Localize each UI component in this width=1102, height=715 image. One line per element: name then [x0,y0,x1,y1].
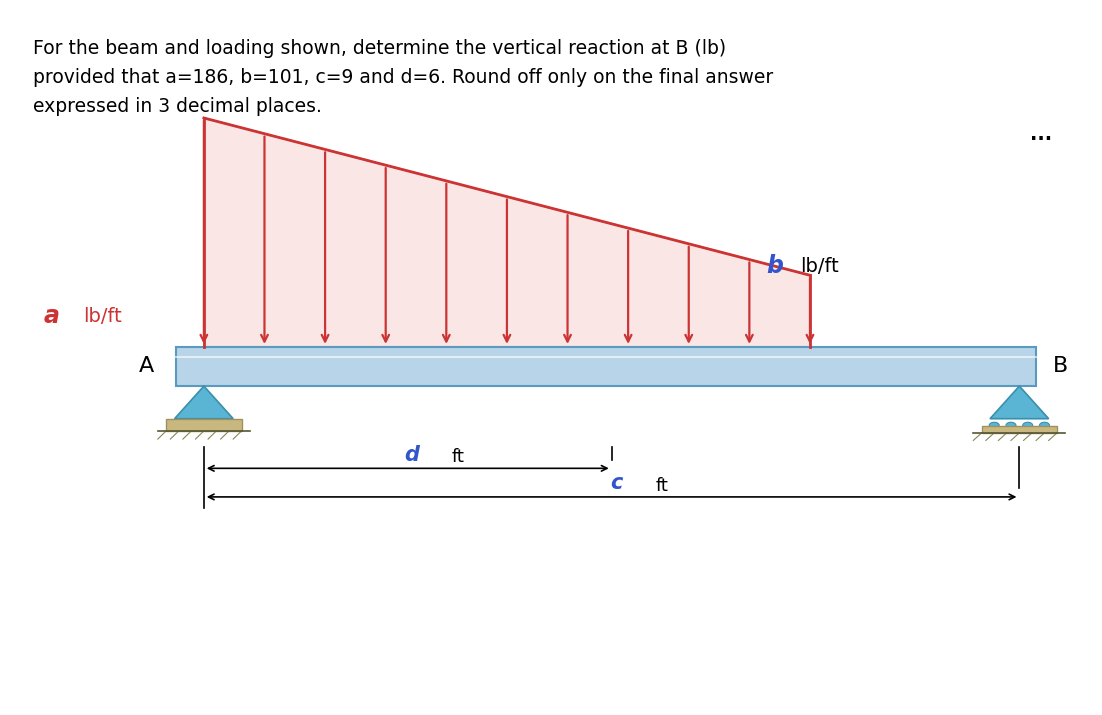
Polygon shape [204,118,810,347]
Circle shape [1039,423,1049,429]
Polygon shape [990,386,1049,419]
Text: ft: ft [656,477,669,495]
FancyBboxPatch shape [176,347,1036,386]
Text: ft: ft [452,448,465,466]
Circle shape [1023,423,1033,429]
Text: d: d [403,445,419,465]
Text: c: c [611,473,623,493]
Text: provided that a=186, b=101, c=9 and d=6. Round off only on the final answer: provided that a=186, b=101, c=9 and d=6.… [33,68,774,87]
Polygon shape [174,386,234,419]
Circle shape [990,423,1000,429]
FancyBboxPatch shape [166,419,241,431]
FancyBboxPatch shape [982,426,1057,433]
Text: B: B [1052,357,1068,376]
Text: A: A [139,357,154,376]
Text: b: b [766,255,782,278]
Text: lb/ft: lb/ft [800,257,839,276]
Text: For the beam and loading shown, determine the vertical reaction at B (lb): For the beam and loading shown, determin… [33,39,726,59]
Text: expressed in 3 decimal places.: expressed in 3 decimal places. [33,97,322,116]
Circle shape [1006,423,1016,429]
Text: lb/ft: lb/ft [83,307,121,326]
Text: ...: ... [1030,125,1052,144]
Text: a: a [44,305,61,328]
